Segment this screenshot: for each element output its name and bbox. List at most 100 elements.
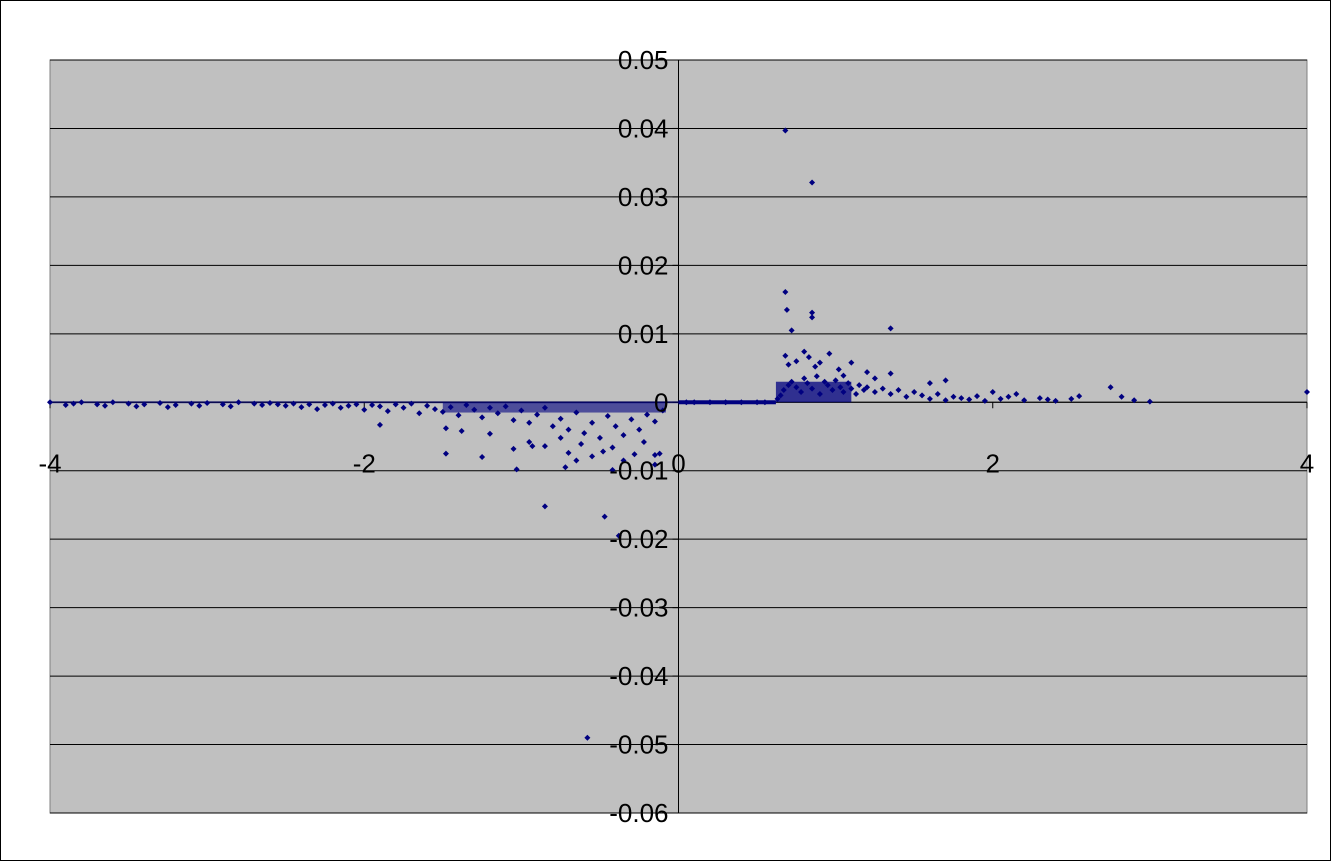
data-point bbox=[376, 421, 383, 428]
data-point bbox=[809, 309, 816, 316]
data-point bbox=[640, 438, 647, 445]
data-point bbox=[879, 385, 886, 392]
data-point bbox=[513, 466, 520, 473]
data-point bbox=[651, 418, 658, 425]
y-tick-label: -0.01 bbox=[609, 456, 668, 486]
data-point bbox=[510, 445, 517, 452]
data-point bbox=[442, 425, 449, 432]
data-point bbox=[601, 513, 608, 520]
data-point bbox=[835, 366, 842, 373]
data-point bbox=[1131, 397, 1138, 404]
data-point bbox=[989, 389, 996, 396]
data-point bbox=[997, 395, 1004, 402]
data-point bbox=[785, 361, 792, 368]
data-point bbox=[534, 411, 541, 418]
data-point bbox=[557, 434, 564, 441]
data-point bbox=[1068, 395, 1075, 402]
data-point bbox=[816, 359, 823, 366]
data-point bbox=[361, 406, 368, 413]
data-point bbox=[1118, 393, 1125, 400]
data-point bbox=[981, 397, 988, 404]
data-point bbox=[526, 419, 533, 426]
data-point bbox=[479, 454, 486, 461]
data-point bbox=[282, 402, 289, 409]
data-point bbox=[442, 450, 449, 457]
data-point bbox=[958, 395, 965, 402]
data-point bbox=[1304, 389, 1310, 396]
data-point bbox=[1076, 393, 1083, 400]
x-tick-label: -2 bbox=[353, 448, 376, 478]
data-point bbox=[919, 392, 926, 399]
data-point bbox=[926, 395, 933, 402]
y-tick-label: 0.02 bbox=[618, 250, 669, 280]
data-point bbox=[565, 426, 572, 433]
data-point bbox=[609, 467, 616, 474]
data-point bbox=[196, 402, 203, 409]
data-point bbox=[384, 408, 391, 415]
data-point bbox=[589, 453, 596, 460]
data-point bbox=[864, 369, 871, 376]
data-point bbox=[620, 432, 627, 439]
data-point bbox=[526, 438, 533, 445]
data-point bbox=[1107, 384, 1114, 391]
data-point bbox=[856, 382, 863, 389]
data-point bbox=[1146, 398, 1153, 405]
data-point bbox=[887, 325, 894, 332]
x-tick-label: -4 bbox=[38, 448, 61, 478]
dense-point-band-left bbox=[50, 401, 679, 404]
data-point bbox=[589, 419, 596, 426]
y-tick-label: 0.04 bbox=[618, 113, 669, 143]
y-tick-label: -0.05 bbox=[609, 730, 668, 760]
data-point bbox=[911, 389, 918, 396]
data-point bbox=[1013, 391, 1020, 398]
data-point bbox=[369, 402, 376, 409]
data-point bbox=[801, 348, 808, 355]
data-point bbox=[782, 289, 789, 296]
data-point bbox=[826, 350, 833, 357]
tick-labels: 0.050.040.030.020.010-0.01-0.02-0.03-0.0… bbox=[38, 45, 1314, 828]
data-point bbox=[424, 402, 431, 409]
x-tick-label: 4 bbox=[1300, 448, 1314, 478]
data-point bbox=[562, 464, 569, 471]
data-point bbox=[813, 373, 820, 380]
data-point bbox=[164, 404, 171, 411]
data-point bbox=[974, 393, 981, 400]
data-point bbox=[636, 426, 643, 433]
data-point bbox=[620, 457, 627, 464]
data-point bbox=[600, 448, 607, 455]
data-point bbox=[337, 404, 344, 411]
data-point bbox=[486, 430, 493, 437]
data-points bbox=[47, 127, 1310, 741]
data-point bbox=[259, 402, 266, 409]
data-point bbox=[345, 402, 352, 409]
data-point bbox=[934, 391, 941, 398]
data-point bbox=[864, 384, 871, 391]
dense-point-cluster-right bbox=[775, 381, 852, 403]
data-point bbox=[609, 444, 616, 451]
x-tick-label: 2 bbox=[986, 448, 1000, 478]
data-point bbox=[1052, 397, 1059, 404]
y-tick-label: 0.03 bbox=[618, 182, 669, 212]
data-point bbox=[584, 734, 591, 741]
data-point bbox=[942, 397, 949, 404]
data-point bbox=[1021, 397, 1028, 404]
data-point bbox=[604, 412, 611, 419]
data-point bbox=[298, 404, 305, 411]
data-point bbox=[805, 354, 812, 361]
data-point bbox=[853, 391, 860, 398]
data-point bbox=[549, 423, 556, 430]
y-tick-label: 0 bbox=[654, 387, 668, 417]
data-point bbox=[541, 443, 548, 450]
data-point bbox=[926, 380, 933, 387]
data-point bbox=[656, 450, 663, 457]
data-point bbox=[101, 402, 108, 409]
y-tick-label: 0.05 bbox=[618, 45, 669, 75]
data-point bbox=[840, 372, 847, 379]
data-point bbox=[812, 363, 819, 370]
data-point bbox=[782, 352, 789, 359]
data-point bbox=[950, 393, 957, 400]
data-point bbox=[809, 179, 816, 186]
data-point bbox=[172, 402, 179, 409]
